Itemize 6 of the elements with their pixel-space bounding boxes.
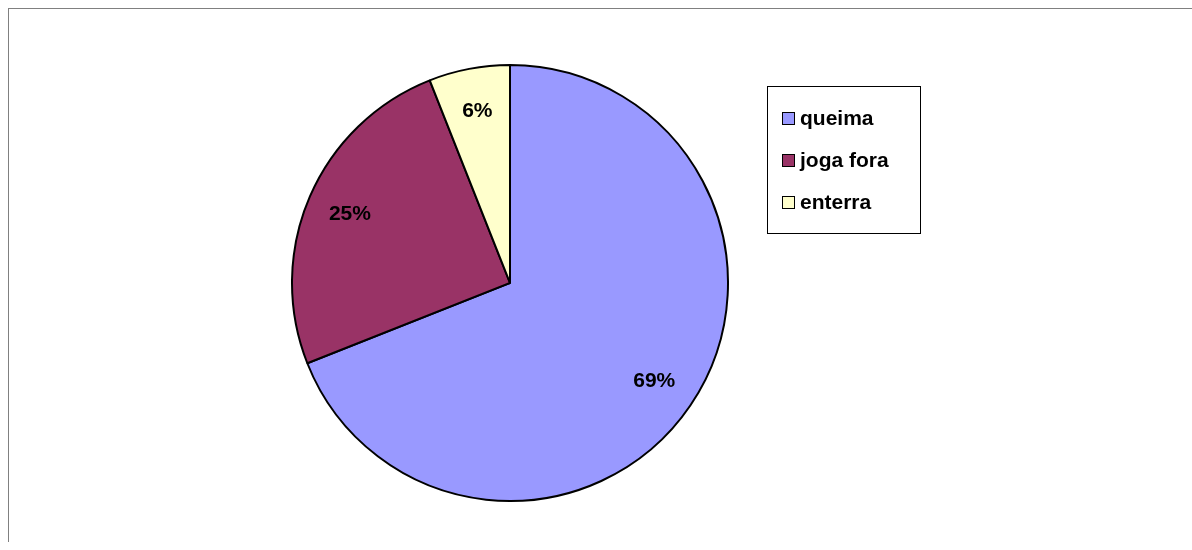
legend-label: joga fora [800, 148, 889, 172]
legend-label: enterra [800, 190, 872, 214]
data-label: 69% [633, 367, 676, 391]
data-label: 6% [462, 98, 493, 122]
legend-label: queima [800, 106, 874, 130]
data-label: 25% [328, 200, 372, 224]
